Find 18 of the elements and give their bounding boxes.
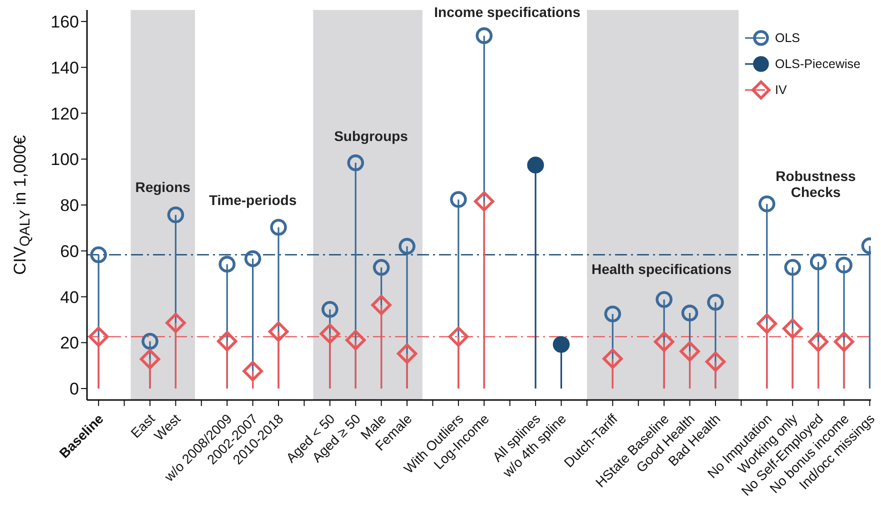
annotation: Health specifications bbox=[591, 261, 732, 278]
annotation: Regions bbox=[135, 178, 190, 195]
y-tick-label: 0 bbox=[70, 380, 79, 399]
y-tick-label: 20 bbox=[60, 334, 79, 353]
annotation: Robustness Checks bbox=[776, 168, 856, 200]
y-tick-label: 160 bbox=[50, 12, 79, 32]
annotation: Time-periods bbox=[208, 192, 297, 208]
y-tick-label: 40 bbox=[60, 288, 79, 307]
y-tick-label: 120 bbox=[50, 104, 79, 124]
legend-label: OLS bbox=[775, 31, 800, 45]
annotation: Income specifications bbox=[434, 4, 580, 20]
y-tick-label: 80 bbox=[60, 196, 79, 216]
annotation: Subgroups bbox=[334, 128, 408, 144]
y-tick-label: 100 bbox=[50, 150, 79, 170]
y-tick-label: 60 bbox=[60, 242, 79, 261]
legend-label: OLS-Piecewise bbox=[775, 57, 860, 71]
y-tick-label: 140 bbox=[50, 58, 79, 78]
legend-label: IV bbox=[775, 83, 787, 97]
